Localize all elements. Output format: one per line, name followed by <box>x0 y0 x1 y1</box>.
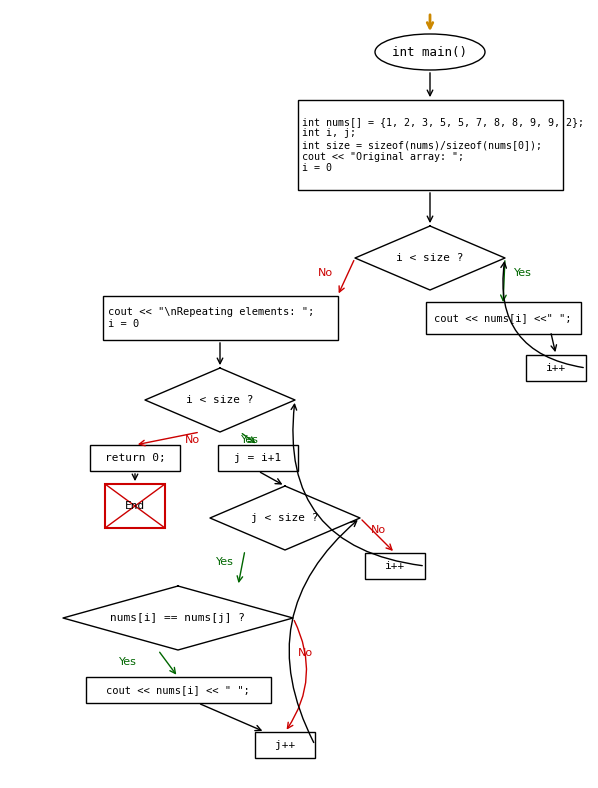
Text: nums[i] == nums[j] ?: nums[i] == nums[j] ? <box>111 613 246 623</box>
Text: i++: i++ <box>546 363 566 373</box>
Text: cout << nums[i] <<" ";: cout << nums[i] <<" "; <box>434 313 572 323</box>
Text: cout << nums[i] << " ";: cout << nums[i] << " "; <box>106 685 250 695</box>
Polygon shape <box>145 368 295 432</box>
Text: Yes: Yes <box>241 435 259 445</box>
Text: int nums[] = {1, 2, 3, 5, 5, 7, 8, 8, 9, 9, 2};
int i, j;
int size = sizeof(nums: int nums[] = {1, 2, 3, 5, 5, 7, 8, 8, 9,… <box>303 117 584 173</box>
Bar <box>255 732 315 758</box>
Ellipse shape <box>375 34 485 70</box>
Bar <box>526 355 586 381</box>
Text: No: No <box>184 435 200 445</box>
Polygon shape <box>63 586 293 650</box>
Text: int main(): int main() <box>392 46 468 58</box>
Bar <box>102 296 337 340</box>
Bar <box>86 677 270 703</box>
Polygon shape <box>210 486 360 550</box>
Polygon shape <box>355 226 505 290</box>
Bar <box>90 445 180 471</box>
Text: i++: i++ <box>385 561 405 571</box>
Bar <box>105 484 165 528</box>
Text: j++: j++ <box>275 740 295 750</box>
Bar <box>297 100 563 190</box>
Text: j = i+1: j = i+1 <box>234 453 282 463</box>
Bar <box>426 302 581 334</box>
Text: i < size ?: i < size ? <box>396 253 464 263</box>
Text: Yes: Yes <box>119 657 137 667</box>
Text: Yes: Yes <box>514 268 532 278</box>
Text: j < size ?: j < size ? <box>251 513 319 523</box>
Text: cout << "\nRepeating elements: ";
i = 0: cout << "\nRepeating elements: "; i = 0 <box>108 307 314 329</box>
Text: Yes: Yes <box>216 557 234 567</box>
Text: return 0;: return 0; <box>105 453 166 463</box>
Text: End: End <box>125 501 145 511</box>
Text: No: No <box>318 268 332 278</box>
Text: i < size ?: i < size ? <box>186 395 254 405</box>
Bar <box>218 445 298 471</box>
Text: No: No <box>370 525 386 535</box>
Bar <box>365 553 425 579</box>
Text: No: No <box>297 648 313 658</box>
